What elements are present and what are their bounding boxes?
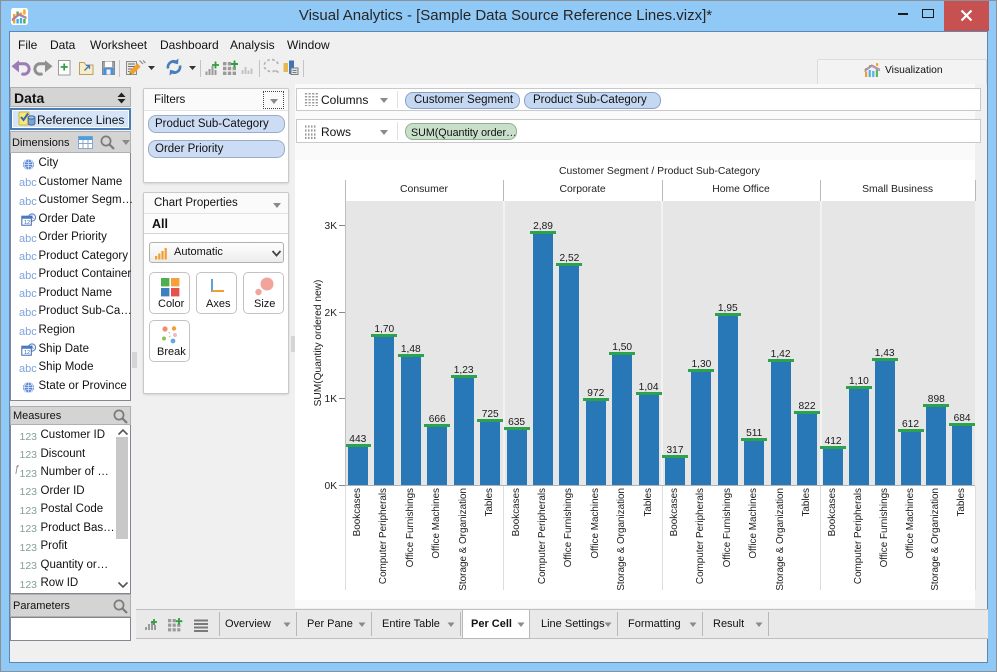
svg-text:12: 12 — [24, 350, 30, 356]
svg-text:12: 12 — [24, 220, 30, 226]
